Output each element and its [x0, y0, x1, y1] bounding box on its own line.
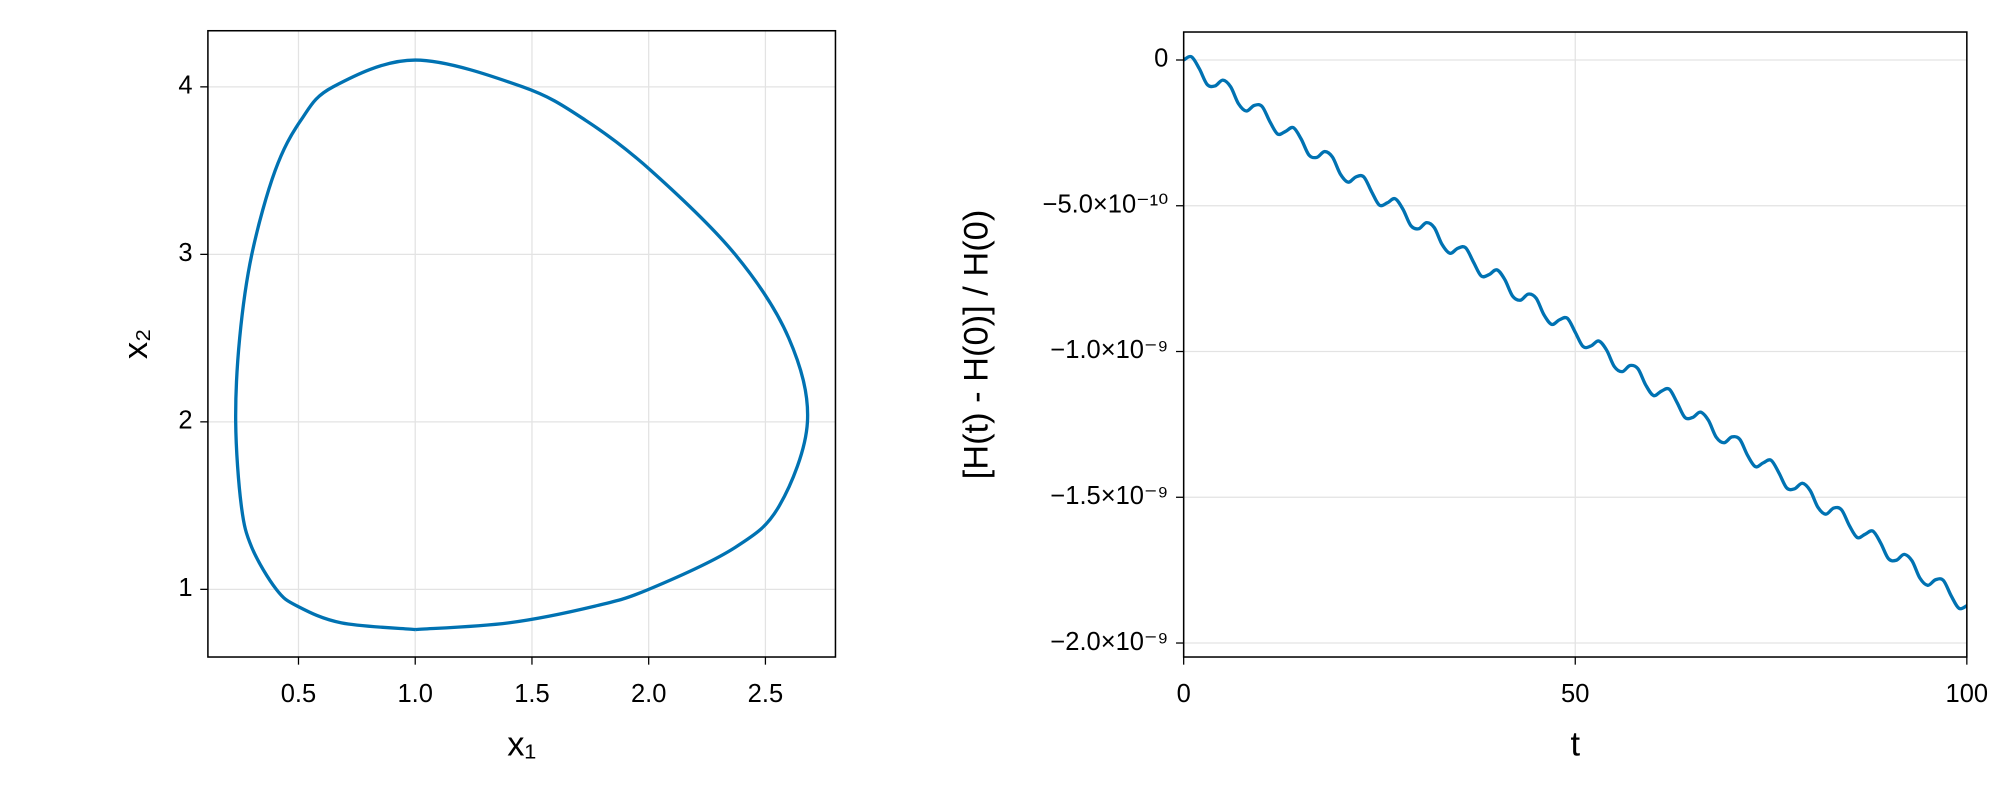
- x-axis-label: t: [1570, 725, 1580, 763]
- y-tick-label: −1.5×10⁻⁹: [1050, 482, 1168, 510]
- y-tick-label: 3: [178, 239, 192, 267]
- x-tick-label: 0: [1177, 680, 1191, 708]
- x-tick-label: 1.5: [514, 680, 549, 708]
- x-tick-label: 1.0: [397, 680, 432, 708]
- data-line: [1182, 54, 1968, 611]
- y-tick-label: −2.0×10⁻⁹: [1050, 628, 1168, 656]
- y-tick-label: −1.0×10⁻⁹: [1050, 336, 1168, 364]
- x-axis-label: x₁: [507, 725, 536, 763]
- y-tick-label: 4: [178, 72, 192, 100]
- y-tick-label: 2: [178, 407, 192, 435]
- x-tick-label: 100: [1946, 680, 1989, 708]
- y-tick-label: 1: [178, 574, 192, 602]
- x-tick-label: 0.5: [281, 680, 316, 708]
- x-tick-label: 2.0: [631, 680, 666, 708]
- x-tick-label: 50: [1561, 680, 1589, 708]
- axes-frame: [207, 29, 837, 658]
- y-tick-label: −5.0×10⁻¹⁰: [1043, 190, 1169, 218]
- y-axis-label: [H(t) - H(0)] / H(0): [957, 210, 995, 480]
- x-tick-label: 2.5: [748, 680, 783, 708]
- y-tick-label: 0: [1154, 45, 1168, 73]
- axes-frame: [1182, 31, 1968, 658]
- y-axis-label: x₂: [117, 329, 155, 360]
- data-line: [234, 58, 810, 632]
